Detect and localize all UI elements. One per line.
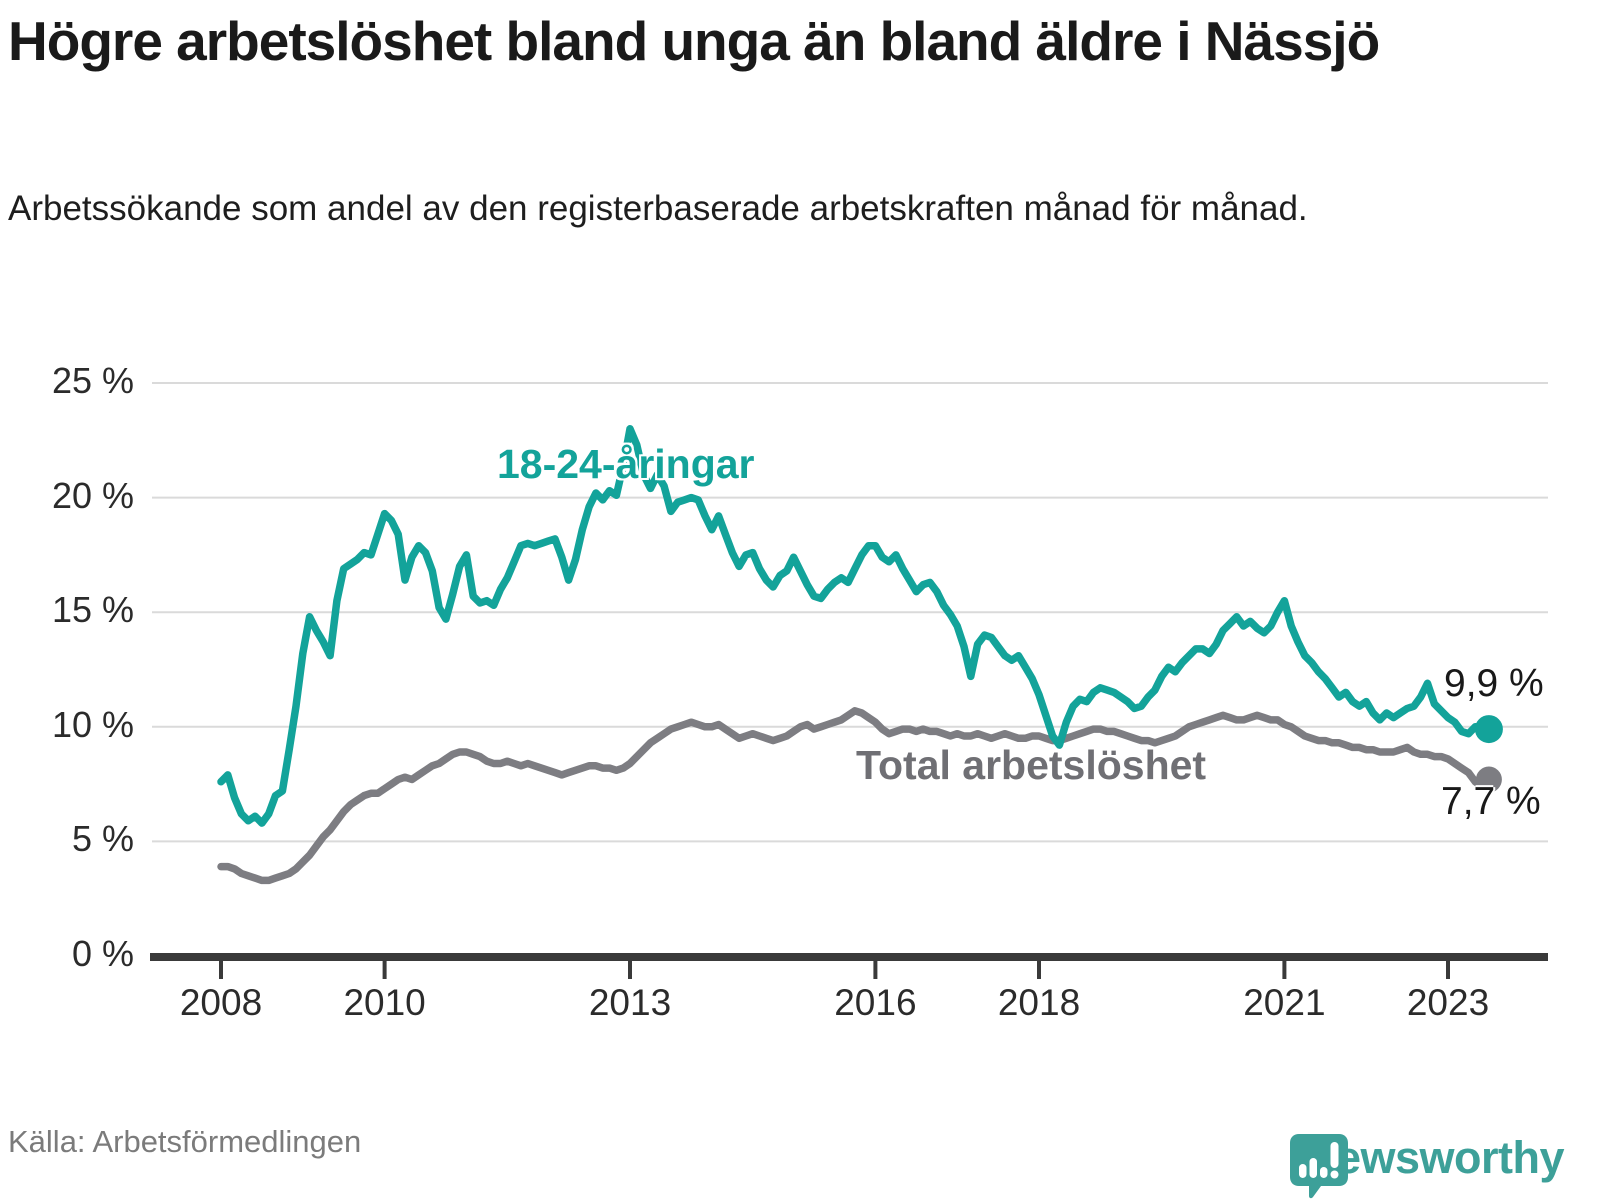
source-note: Källa: Arbetsförmedlingen — [8, 1124, 362, 1159]
end-value-label-total: 7,7 % — [1441, 780, 1541, 823]
page-title: Högre arbetslöshet bland unga än bland ä… — [8, 10, 1380, 72]
series-end-dot-youth — [1474, 715, 1503, 744]
y-tick-label-0: 0 % — [71, 933, 134, 974]
x-tick-label-2016: 2016 — [834, 982, 917, 1023]
series-line-youth — [217, 425, 1493, 827]
series-label-youth: 18-24-åringar — [497, 441, 755, 487]
y-tick-label-10: 10 % — [51, 703, 134, 745]
series-line-total — [217, 707, 1493, 885]
end-value-label-youth: 9,9 % — [1444, 662, 1544, 705]
x-tick-label-2010: 2010 — [343, 982, 426, 1023]
y-tick-label-5: 5 % — [71, 818, 134, 860]
x-tick-label-2013: 2013 — [588, 982, 672, 1023]
newsworthy-logo: Newsworthy — [1288, 1132, 1565, 1199]
series-end-dot-total — [1475, 766, 1502, 793]
x-tick-label-2018: 2018 — [997, 982, 1081, 1023]
page-subtitle: Arbetssökande som andel av den registerb… — [8, 189, 1308, 228]
y-tick-label-20: 20 % — [51, 474, 134, 516]
y-tick-label-15: 15 % — [51, 589, 134, 631]
x-tick-label-2023: 2023 — [1406, 982, 1490, 1023]
x-tick-label-2008: 2008 — [179, 982, 263, 1023]
series-label-total: Total arbetslöshet — [856, 742, 1207, 788]
x-tick-label-2021: 2021 — [1243, 982, 1326, 1023]
y-tick-label-25: 25 % — [51, 360, 134, 401]
